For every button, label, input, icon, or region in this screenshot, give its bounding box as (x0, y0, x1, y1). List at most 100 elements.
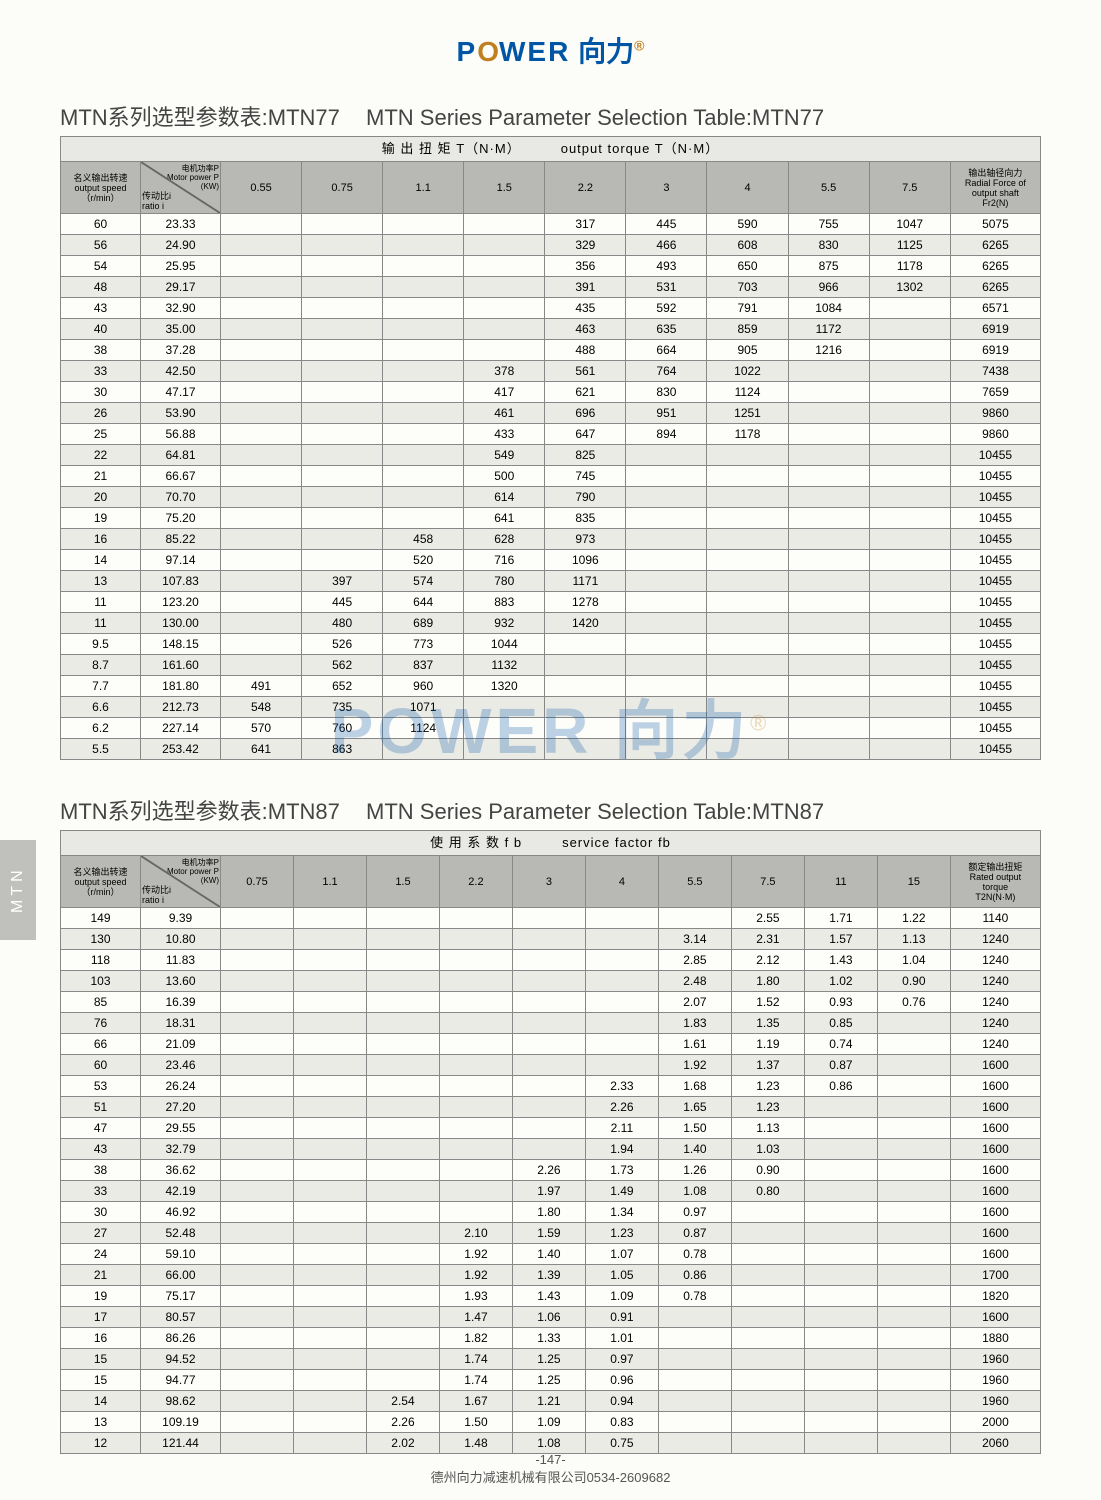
table-cell: 27 (61, 1223, 141, 1244)
table-cell (869, 676, 950, 697)
table-cell: 9.39 (141, 908, 221, 929)
table-cell (869, 613, 950, 634)
table-cell (366, 1349, 439, 1370)
logo-p: P (457, 36, 478, 67)
table-cell: 227.14 (141, 718, 221, 739)
table-cell: 1.07 (585, 1244, 658, 1265)
table-cell: 905 (707, 340, 788, 361)
table-cell: 0.78 (658, 1286, 731, 1307)
table-cell: 1.94 (585, 1139, 658, 1160)
table-cell: 7.7 (61, 676, 141, 697)
table-cell: 1.09 (512, 1412, 585, 1433)
table-cell (221, 445, 302, 466)
table-cell (293, 1223, 366, 1244)
table-cell (512, 992, 585, 1013)
table-cell: 9.5 (61, 634, 141, 655)
table-cell: 32.90 (141, 298, 221, 319)
table-cell: 16.39 (141, 992, 221, 1013)
table-cell: 1.83 (658, 1013, 731, 1034)
table-cell (658, 1391, 731, 1412)
table-cell: 47.17 (141, 382, 221, 403)
table-cell (512, 1139, 585, 1160)
table-cell: 1600 (950, 1244, 1040, 1265)
table-cell (221, 1286, 294, 1307)
table-cell (707, 634, 788, 655)
table-cell: 94.77 (141, 1370, 221, 1391)
table-cell (302, 298, 383, 319)
table-cell (221, 466, 302, 487)
table-cell: 80.57 (141, 1307, 221, 1328)
table-cell (877, 1160, 950, 1181)
table-cell (366, 908, 439, 929)
table-cell: 5.5 (61, 739, 141, 760)
table-cell (293, 1076, 366, 1097)
table-cell: 103 (61, 971, 141, 992)
table-cell (658, 1370, 731, 1391)
table-cell (731, 1391, 804, 1412)
table-cell: 10455 (950, 613, 1040, 634)
table-cell: 1216 (788, 340, 869, 361)
table-cell: 1.68 (658, 1076, 731, 1097)
table-cell: 1302 (869, 277, 950, 298)
table-cell (439, 1118, 512, 1139)
table-cell (585, 971, 658, 992)
table-cell: 608 (707, 235, 788, 256)
table-cell (221, 340, 302, 361)
table-cell: 40 (61, 319, 141, 340)
table-cell: 14 (61, 1391, 141, 1412)
table-cell (221, 1202, 294, 1223)
table-cell: 6265 (950, 277, 1040, 298)
table-cell (293, 1391, 366, 1412)
table-cell: 0.87 (804, 1055, 877, 1076)
table-cell: 1240 (950, 950, 1040, 971)
table-cell: 2.31 (731, 929, 804, 950)
table-cell (788, 571, 869, 592)
table-cell: 2.26 (585, 1097, 658, 1118)
table-cell (464, 298, 545, 319)
table-cell: 883 (464, 592, 545, 613)
table-cell: 1240 (950, 1013, 1040, 1034)
table-cell: 17 (61, 1307, 141, 1328)
table-cell: 716 (464, 550, 545, 571)
table-cell: 696 (545, 403, 626, 424)
table-cell (366, 929, 439, 950)
table-cell (221, 1244, 294, 1265)
table-cell: 10455 (950, 487, 1040, 508)
table-cell (877, 1013, 950, 1034)
table-cell: 1600 (950, 1055, 1040, 1076)
table-cell (788, 676, 869, 697)
table-cell: 2.02 (366, 1433, 439, 1454)
table-cell: 6.2 (61, 718, 141, 739)
table-cell: 1.59 (512, 1223, 585, 1244)
t1-title-en: MTN Series Parameter Selection Table:MTN… (366, 105, 824, 130)
table-cell (366, 1013, 439, 1034)
table-cell: 12 (61, 1433, 141, 1454)
table-cell (545, 697, 626, 718)
table-cell (439, 1181, 512, 1202)
footer: -147- 德州向力减速机械有限公司0534-2609682 (0, 1452, 1101, 1486)
table-cell: 2.12 (731, 950, 804, 971)
table-cell: 0.97 (585, 1349, 658, 1370)
table-cell: 1.13 (731, 1118, 804, 1139)
table-cell: 161.60 (141, 655, 221, 676)
table-cell (804, 1202, 877, 1223)
table-cell (788, 466, 869, 487)
table-cell: 830 (626, 382, 707, 403)
table-cell (585, 1055, 658, 1076)
table-cell: 1.40 (512, 1244, 585, 1265)
table-cell (221, 908, 294, 929)
table-cell (512, 1076, 585, 1097)
table-cell (731, 1286, 804, 1307)
table-cell: 894 (626, 424, 707, 445)
table-cell: 23.33 (141, 214, 221, 235)
table-cell (302, 361, 383, 382)
table-cell (788, 718, 869, 739)
table-cell: 9860 (950, 424, 1040, 445)
table-cell: 755 (788, 214, 869, 235)
table-cell: 689 (383, 613, 464, 634)
table-cell: 29.55 (141, 1118, 221, 1139)
table-cell (366, 1160, 439, 1181)
table-cell: 11 (61, 613, 141, 634)
table-cell: 149 (61, 908, 141, 929)
table-cell: 53 (61, 1076, 141, 1097)
